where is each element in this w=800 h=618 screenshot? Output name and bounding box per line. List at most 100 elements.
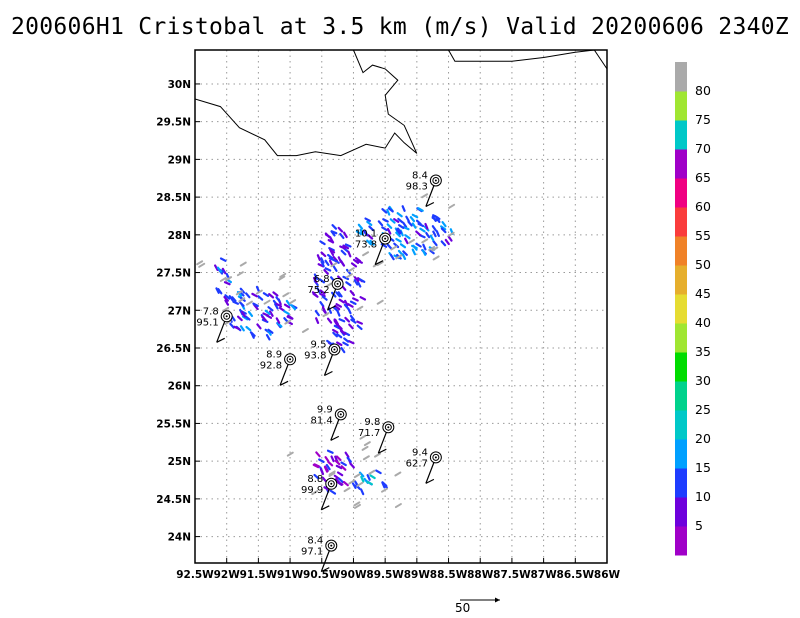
wind-vector [415,230,422,236]
marker-value-bottom: 98.3 [406,182,428,193]
wind-vector [431,215,437,222]
wind-vector [429,234,435,242]
wind-vector [198,262,206,268]
wind-vector [228,295,234,302]
colorbar-label: 70 [695,141,711,156]
wind-vector [317,263,325,268]
wind-vector [322,312,330,318]
wind-vector [279,272,287,278]
station-marker-dot [333,348,336,351]
y-tick-label: 24.5N [156,494,191,506]
station-marker-inner [223,312,231,320]
wind-vector [339,327,345,334]
wind-vector [261,315,267,322]
colorbar-swatch [675,91,687,121]
wind-vector [367,234,374,240]
wind-vector [319,292,326,298]
wind-vector [425,231,431,239]
wind-vector [369,239,375,246]
wind-vector [268,293,275,299]
wind-vector [375,469,382,475]
wind-vector [265,314,273,319]
wind-vector [411,244,418,250]
marker-value-top: 8.4 [307,536,323,547]
x-tick-label: 89.5W [366,569,404,581]
marker-value-top: 9.8 [364,417,380,428]
wind-vector [321,306,327,313]
wind-vector [441,221,447,228]
station-marker-dot [330,482,333,485]
wind-vector [331,328,339,334]
wind-vector [381,226,388,232]
marker-value-top: 10.1 [355,229,377,240]
station-marker-dot [384,237,387,240]
wind-vector [343,337,350,343]
colorbar-label: 60 [695,199,711,214]
wind-vector [222,306,230,312]
wind-vector [353,473,361,479]
wind-vector [417,222,425,228]
colorbar-swatch [675,323,687,353]
wind-vector [409,216,416,223]
x-tick-label: 92.5W [176,569,214,581]
wind-vector [326,317,333,324]
wind-vector [256,323,262,330]
wind-vector [236,271,244,277]
wind-vector [381,208,388,214]
y-tick-label: 28N [168,230,191,242]
wind-vector [325,463,331,471]
coastline-segment [195,50,418,157]
x-tick-label: 90.5W [303,569,341,581]
marker-value-top: 8.4 [412,171,428,182]
wind-vector [329,249,335,256]
marker-value-bottom: 97.1 [301,547,323,558]
x-tick-label: 87.5W [493,569,531,581]
wind-vector [393,218,400,223]
wind-vector [428,249,435,255]
colorbar-swatch [675,207,687,237]
wind-vector [315,317,320,324]
wind-vector [251,292,258,298]
wind-vector [319,301,325,308]
wind-vector [324,259,330,266]
wind-vector [357,223,364,230]
wind-vector [255,289,263,295]
wind-vector [432,214,439,219]
wind-vector [267,306,274,312]
wind-vector [368,469,376,475]
wind-vector [272,291,279,297]
wind-vector [224,299,230,306]
wind-vector [347,303,354,308]
wind-vector [356,320,363,325]
wind-vector [432,240,438,247]
wind-vector [360,488,365,496]
wind-vector [334,304,341,311]
wind-vector [241,315,249,321]
wind-vector [283,310,290,315]
wind-vector [343,487,351,493]
wind-vector [366,220,373,226]
wind-vector [213,264,219,271]
wind-vector [278,306,286,312]
wind-vector [390,245,398,251]
wind-vector [196,260,204,266]
wind-vector [389,218,396,224]
wind-vector [328,472,336,478]
wind-vector [402,226,410,231]
wind-vector [415,242,422,248]
wind-vector [335,303,342,308]
wind-vector [395,254,403,260]
station-marker-inner [337,410,345,418]
wind-vector [349,300,357,305]
wind-vector [255,285,261,293]
wind-vector [336,333,343,339]
station-marker-dot [336,282,339,285]
wind-barb-flag [216,337,225,343]
wind-barb-flag [374,260,384,266]
wind-vector [321,295,328,301]
station-marker-inner [327,542,335,550]
wind-vector [387,207,394,213]
wind-vector [342,480,349,487]
wind-vector [407,220,413,227]
colorbar-label: 65 [695,170,711,185]
